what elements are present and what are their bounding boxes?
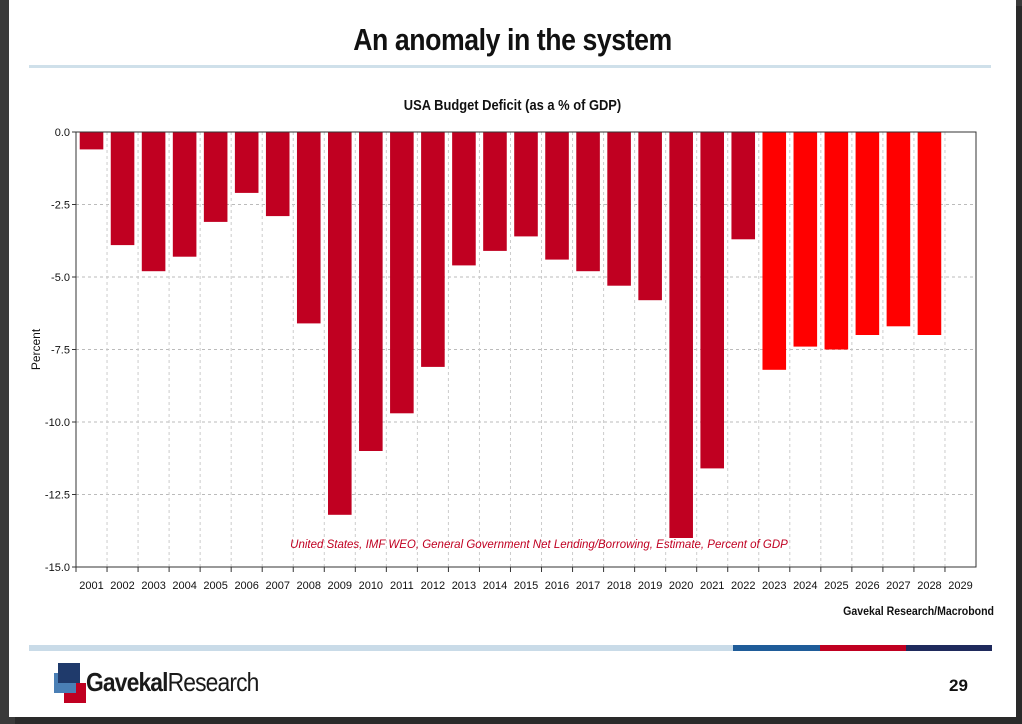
slide: An anomaly in the system USA Budget Defi… [9, 0, 1016, 717]
x-tick-label: 2002 [110, 580, 134, 592]
bar-2017 [576, 132, 600, 272]
x-tick-label: 2015 [514, 580, 538, 592]
bar-2028 [917, 132, 942, 335]
y-axis-label: Percent [29, 328, 43, 370]
x-tick-label: 2024 [793, 580, 817, 592]
bar-2004 [172, 132, 197, 257]
bar-2023 [762, 132, 787, 370]
slide-title: An anomaly in the system [353, 22, 672, 57]
x-tick-label: 2016 [545, 580, 569, 592]
x-tick-label: 2004 [172, 580, 196, 592]
x-tick-label: 2012 [421, 580, 445, 592]
x-tick-label: 2023 [762, 580, 786, 592]
x-tick-label: 2007 [265, 580, 289, 592]
bar-2019 [638, 132, 662, 301]
deficit-bar-chart: 0.0 -2.5 -5.0 -7.5 -10.0 -12.5 -15.0 2001 2002 20… [29, 127, 977, 592]
slide-shadow-bottom [15, 717, 1022, 724]
x-tick-label: 2013 [452, 580, 476, 592]
y-tick-label: -12.5 [45, 490, 70, 502]
x-tick-label: 2010 [359, 580, 383, 592]
bar-2010 [359, 132, 383, 451]
bar-2020 [669, 132, 693, 538]
bar-2022 [731, 132, 756, 240]
x-tick-label: 2021 [700, 580, 724, 592]
logo-mark-icon [54, 663, 86, 703]
bar-2018 [607, 132, 631, 286]
bar-2011 [390, 132, 414, 414]
y-tick-label: -7.5 [51, 345, 70, 357]
x-tick-label: 2022 [731, 580, 755, 592]
footer-bar-light [29, 645, 733, 651]
bar-2007 [265, 132, 290, 217]
bar-2008 [296, 132, 321, 324]
bar-2005 [203, 132, 228, 222]
y-tick-label: -2.5 [51, 200, 70, 212]
y-tick-label: -5.0 [51, 272, 70, 284]
x-tick-label: 2017 [576, 580, 600, 592]
footer-bar-navy [906, 645, 992, 651]
bar-2001 [79, 132, 104, 150]
y-tick-label: 0.0 [55, 127, 70, 139]
bar-2016 [545, 132, 569, 260]
x-tick-label: 2018 [607, 580, 631, 592]
x-tick-label: 2020 [669, 580, 693, 592]
bar-2014 [483, 132, 507, 251]
x-tick-label: 2019 [638, 580, 662, 592]
bar-2021 [700, 132, 724, 469]
x-tick-label: 2029 [948, 580, 972, 592]
plot-frame [75, 131, 977, 568]
logo-wordmark: GavekalResearch [86, 667, 259, 697]
x-tick-label: 2028 [917, 580, 941, 592]
x-tick-label: 2001 [79, 580, 103, 592]
bar-2015 [514, 132, 538, 237]
y-tick-label: -15.0 [45, 562, 70, 574]
x-tick-label: 2026 [855, 580, 879, 592]
bar-2012 [421, 132, 445, 367]
x-tick-label: 2025 [824, 580, 848, 592]
title-divider [29, 65, 991, 68]
bar-2027 [886, 132, 911, 327]
x-tick-label: 2027 [886, 580, 910, 592]
bar-2002 [110, 132, 135, 246]
x-tick-label: 2005 [203, 580, 227, 592]
x-tick-label: 2006 [234, 580, 258, 592]
chart-title: USA Budget Deficit (as a % of GDP) [403, 97, 622, 114]
bar-2024 [793, 132, 818, 347]
x-tick-label: 2011 [390, 580, 414, 592]
x-tick-label: 2009 [328, 580, 352, 592]
bar-2006 [234, 132, 259, 193]
source-credit: Gavekal Research/Macrobond [843, 604, 994, 618]
footer-bar-blue [733, 645, 820, 651]
bar-2013 [452, 132, 476, 266]
x-tick-label: 2003 [141, 580, 165, 592]
footer-bar-red [820, 645, 906, 651]
bar-2026 [855, 132, 880, 335]
bar-2025 [824, 132, 849, 350]
y-tick-label: -10.0 [45, 417, 70, 429]
bar-2009 [328, 132, 352, 515]
page-number: 29 [949, 676, 968, 695]
gavekal-logo: GavekalResearch [50, 661, 290, 705]
x-tick-label: 2014 [483, 580, 507, 592]
slide-shadow-right [1016, 6, 1022, 724]
x-tick-label: 2008 [297, 580, 321, 592]
chart-annotation: United States, IMF WEO, General Governme… [290, 539, 788, 551]
bar-2003 [141, 132, 166, 272]
